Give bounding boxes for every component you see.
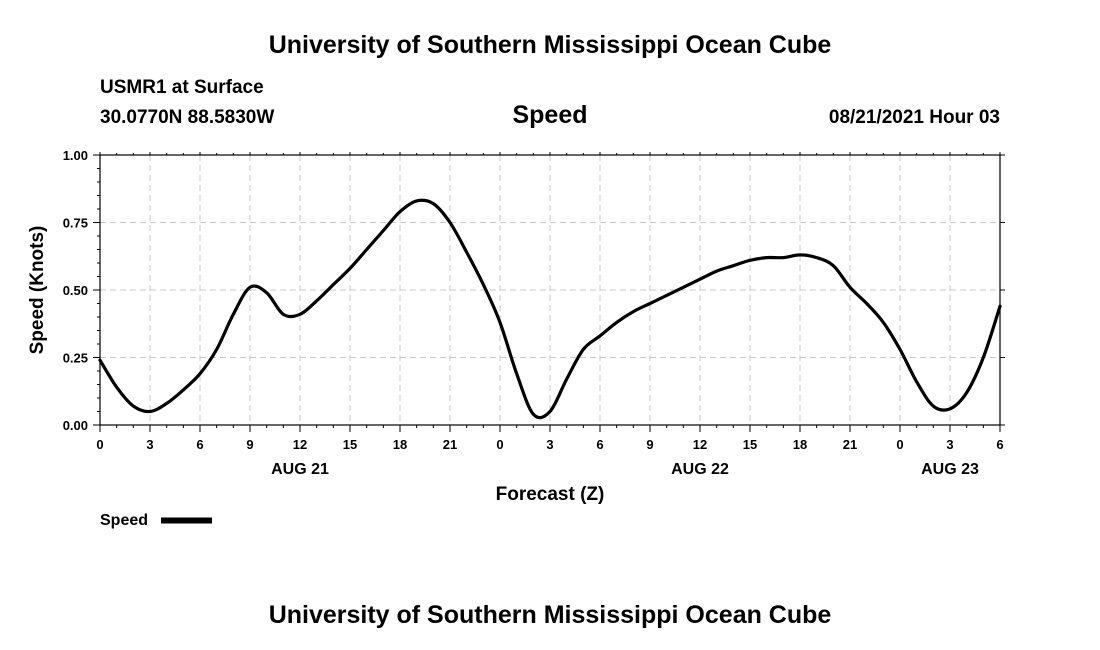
x-tick-label: 6 — [196, 437, 203, 452]
x-tick-label: 0 — [896, 437, 903, 452]
x-tick-label: 3 — [546, 437, 553, 452]
x-tick-label: 6 — [596, 437, 603, 452]
x-tick-label: 18 — [393, 437, 407, 452]
forecast-date-label: 08/21/2021 Hour 03 — [828, 107, 1000, 128]
x-tick-label: 3 — [146, 437, 153, 452]
coordinates-label: 30.0770N 88.5830W — [100, 107, 275, 128]
x-tick-label: 9 — [246, 437, 253, 452]
x-tick-label: 15 — [743, 437, 757, 452]
station-label: USMR1 at Surface — [100, 77, 264, 98]
y-tick-label: 0.50 — [63, 283, 88, 298]
x-tick-label: 9 — [646, 437, 653, 452]
date-label: AUG 22 — [671, 461, 729, 478]
x-tick-label: 21 — [843, 437, 857, 452]
chart-title-bottom: University of Southern Mississippi Ocean… — [268, 601, 832, 629]
series-layer — [98, 198, 1002, 420]
x-tick-label: 0 — [96, 437, 103, 452]
series-line-speed — [98, 198, 1002, 420]
x-tick-label: 15 — [343, 437, 357, 452]
y-tick-label: 1.00 — [63, 148, 88, 163]
x-tick-label: 12 — [693, 437, 707, 452]
x-tick-label: 21 — [443, 437, 457, 452]
x-tick-label: 12 — [293, 437, 307, 452]
y-axis-title: Speed (Knots) — [27, 226, 48, 355]
x-axis-title: Forecast (Z) — [496, 484, 605, 505]
x-tick-label: 3 — [946, 437, 953, 452]
y-tick-label: 0.00 — [63, 418, 88, 433]
chart-title-top: University of Southern Mississippi Ocean… — [268, 31, 832, 59]
y-tick-label: 0.75 — [63, 216, 88, 231]
y-tick-label: 0.25 — [63, 351, 88, 366]
grid-layer — [100, 155, 1000, 425]
chart-title: Speed — [512, 101, 588, 129]
ticks-layer — [93, 152, 1005, 432]
legend-label-speed: Speed — [100, 512, 148, 529]
x-tick-label: 0 — [496, 437, 503, 452]
date-label: AUG 23 — [921, 461, 979, 478]
legend: Speed — [100, 512, 212, 529]
date-label: AUG 21 — [271, 461, 329, 478]
x-tick-label: 18 — [793, 437, 807, 452]
labels-layer: 0 3 6 9 12 15 18 21 0 3 6 9 12 15 18 21 0 3 6 0.00 0.25 0.50 0… — [63, 148, 1004, 478]
x-tick-label: 6 — [996, 437, 1003, 452]
